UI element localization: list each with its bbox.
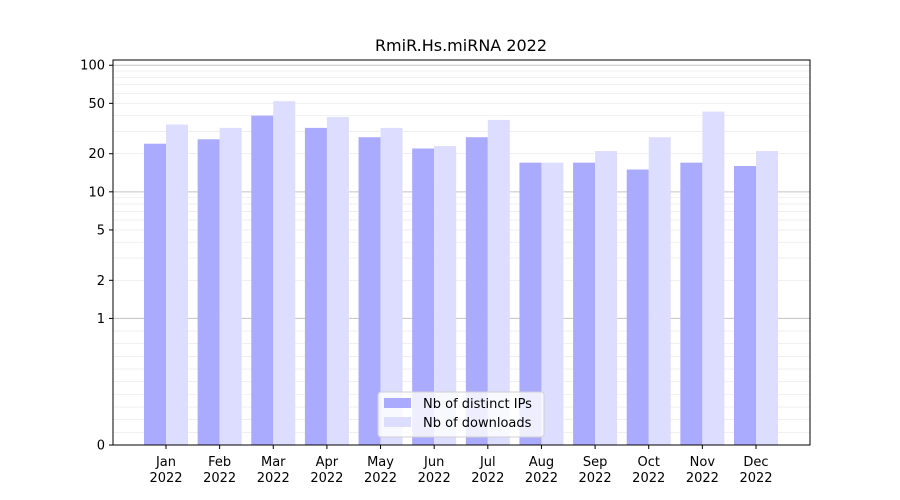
bar-distinct-ips <box>626 169 649 445</box>
bar-distinct-ips <box>197 139 220 445</box>
y-tick-label: 1 <box>97 312 105 327</box>
bar-distinct-ips <box>573 162 596 445</box>
bar-downloads <box>756 151 778 445</box>
x-tick-label: Mar 2022 <box>257 455 290 486</box>
y-tick-label: 50 <box>88 97 105 112</box>
x-tick-label: Oct 2022 <box>632 455 665 486</box>
legend-swatch <box>384 398 411 408</box>
chart-title: RmiR.Hs.miRNA 2022 <box>375 36 547 55</box>
bar-distinct-ips <box>734 165 756 446</box>
x-tick-label: Dec 2022 <box>739 455 772 486</box>
bar-downloads <box>380 127 403 445</box>
y-tick-label: 100 <box>80 59 105 74</box>
y-tick-label: 20 <box>88 147 105 162</box>
bar-downloads <box>166 124 188 445</box>
y-tick-label: 0 <box>97 439 105 454</box>
bar-distinct-ips <box>519 162 542 445</box>
bar-downloads <box>487 119 510 445</box>
x-tick-label: Nov 2022 <box>686 455 719 486</box>
x-tick-label: Jun 2022 <box>418 455 451 486</box>
bar-distinct-ips <box>304 127 327 445</box>
x-tick-label: Feb 2022 <box>203 455 236 486</box>
legend: Nb of distinct IPs Nb of downloads <box>377 391 545 438</box>
bars <box>144 101 778 446</box>
y-tick-label: 5 <box>97 223 105 238</box>
bar-distinct-ips <box>144 143 166 445</box>
y-tick-label: 2 <box>97 274 105 289</box>
legend-swatch <box>384 417 411 427</box>
bar-downloads <box>595 151 618 445</box>
x-tick-label: Aug 2022 <box>525 455 558 486</box>
legend-label: Nb of distinct IPs <box>423 397 532 412</box>
plot-frame <box>112 59 811 446</box>
bar-distinct-ips <box>412 148 435 445</box>
bar-distinct-ips <box>251 115 274 445</box>
legend-label: Nb of downloads <box>423 416 532 431</box>
bar-downloads <box>219 127 242 445</box>
bar-distinct-ips <box>465 137 488 446</box>
x-tick-label: Apr 2022 <box>310 455 343 486</box>
x-tick-label: May 2022 <box>364 455 397 486</box>
bar-downloads <box>273 101 296 446</box>
bar-downloads <box>541 162 564 445</box>
x-tick-label: Sep 2022 <box>579 455 612 486</box>
x-tick-label: Jan 2022 <box>149 455 182 486</box>
axes: 0 1 2 5 10 20 50 100 Jan 2022 Feb 2022 Mar 2022 Apr 202… <box>80 59 811 486</box>
bar-distinct-ips <box>680 162 703 445</box>
legend-box <box>377 391 545 438</box>
bar-distinct-ips <box>358 137 381 446</box>
y-tick-label: 10 <box>88 185 105 200</box>
x-tick-label: Jul 2022 <box>471 455 504 486</box>
bar-downloads <box>702 111 725 445</box>
bar-downloads <box>648 137 671 446</box>
bar-downloads <box>434 146 457 445</box>
bar-downloads <box>326 117 349 446</box>
